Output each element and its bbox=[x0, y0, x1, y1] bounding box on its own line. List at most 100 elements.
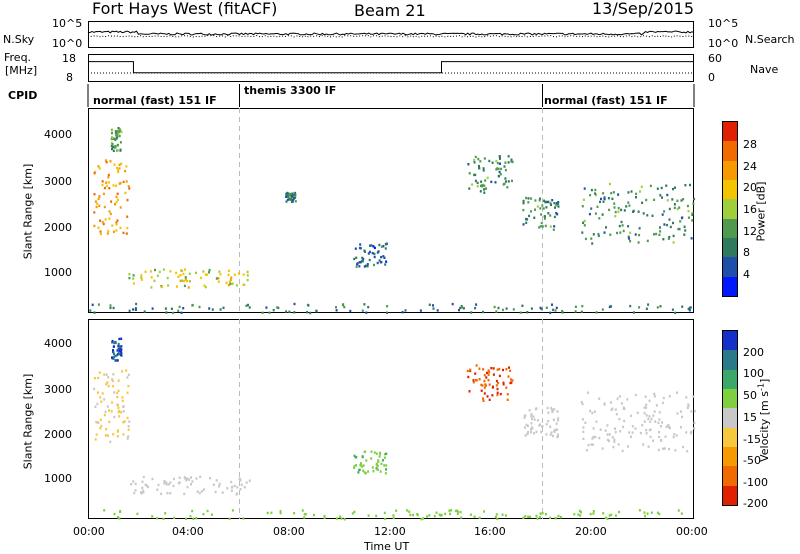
power-echo-cell bbox=[510, 158, 513, 161]
power-echo-cell bbox=[335, 309, 338, 312]
velocity-echo-cell bbox=[509, 378, 512, 381]
power-echo-cell bbox=[538, 226, 541, 229]
power-echo-cell bbox=[495, 310, 498, 313]
power-echo-cell bbox=[109, 304, 112, 307]
velocity-echo-cell bbox=[375, 467, 378, 470]
velocity-echo-cell bbox=[488, 371, 491, 374]
power-echo-cell bbox=[582, 198, 585, 201]
velocity-echo-cell bbox=[495, 513, 498, 516]
power-echo-cell bbox=[655, 232, 658, 236]
velocity-echo-cell bbox=[104, 434, 107, 437]
power-echo-cell bbox=[107, 229, 110, 233]
power-echo-cell bbox=[547, 212, 550, 215]
velocity-echo-cell bbox=[103, 373, 106, 376]
power-echo-cell bbox=[550, 203, 552, 206]
power-echo-cell bbox=[378, 259, 381, 262]
velocity-echo-cell bbox=[535, 514, 538, 518]
velocity-echo-cell bbox=[456, 512, 459, 515]
power-echo-cell bbox=[385, 260, 388, 263]
power-echo-cell bbox=[293, 193, 295, 196]
velocity-echo-cell bbox=[112, 350, 115, 354]
velocity-echo-cell bbox=[385, 464, 388, 467]
velocity-echo-cell bbox=[378, 455, 381, 458]
velocity-echo-cell bbox=[358, 468, 361, 472]
power-echo-cell bbox=[582, 221, 585, 224]
velocity-echo-cell bbox=[661, 401, 664, 405]
velocity-echo-cell bbox=[535, 430, 538, 433]
power-echo-cell bbox=[217, 277, 220, 280]
velocity-echo-cell bbox=[657, 421, 660, 425]
power-echo-cell bbox=[367, 305, 370, 309]
power-echo-cell bbox=[382, 245, 385, 248]
power-echo-cell bbox=[651, 214, 654, 217]
velocity-echo-cell bbox=[491, 386, 494, 389]
power-echo-cell bbox=[116, 130, 119, 133]
velocity-echo-cell bbox=[546, 406, 549, 410]
power-echo-cell bbox=[678, 227, 681, 231]
velocity-echo-cell bbox=[206, 509, 209, 513]
power-echo-cell bbox=[277, 306, 280, 310]
velocity-echo-cell bbox=[169, 492, 172, 495]
velocity-echo-cell bbox=[557, 417, 560, 420]
power-echo-cell bbox=[132, 308, 135, 311]
velocity-echo-cell bbox=[228, 517, 231, 521]
power-colorbar-swatch bbox=[723, 199, 737, 219]
velocity-echo-cell bbox=[416, 513, 419, 516]
velocity-echo-cell bbox=[116, 359, 119, 362]
power-echo-cell bbox=[638, 306, 641, 309]
velocity-echo-cell bbox=[589, 409, 592, 413]
power-echo-cell bbox=[177, 275, 180, 278]
velocity-echo-cell bbox=[266, 511, 269, 515]
power-echo-cell bbox=[653, 198, 656, 201]
power-echo-cell bbox=[383, 256, 386, 259]
power-echo-cell bbox=[536, 205, 539, 208]
velocity-echo-cell bbox=[617, 443, 620, 446]
velocity-echo-cell bbox=[195, 517, 198, 520]
power-echo-cell bbox=[601, 213, 604, 216]
power-echo-cell bbox=[671, 198, 674, 201]
velocity-echo-cell bbox=[469, 368, 472, 371]
power-echo-cell bbox=[530, 210, 532, 213]
power-echo-cell bbox=[474, 179, 477, 183]
velocity-echo-cell bbox=[592, 510, 595, 513]
power-echo-cell bbox=[628, 204, 631, 207]
velocity-echo-cell bbox=[498, 367, 501, 371]
velocity-echo-cell bbox=[549, 516, 552, 519]
velocity-echo-cell bbox=[106, 405, 109, 408]
velocity-echo-cell bbox=[586, 391, 589, 394]
velocity-echo-cell bbox=[383, 464, 386, 467]
xtick-08: 08:00 bbox=[273, 525, 305, 538]
power-echo-cell bbox=[659, 230, 662, 233]
velocity-echo-cell bbox=[495, 384, 498, 387]
power-echo-cell bbox=[126, 198, 129, 202]
power-echo-cell bbox=[358, 261, 361, 264]
noise-right-tick-bottom: 10^0 bbox=[708, 37, 739, 50]
velocity-echo-cell bbox=[551, 408, 554, 411]
power-echo-cell bbox=[493, 305, 496, 309]
power-echo-cell bbox=[620, 208, 623, 212]
velocity-echo-cell bbox=[420, 518, 423, 521]
velocity-echo-cell bbox=[507, 375, 510, 378]
velocity-echo-cell bbox=[623, 419, 626, 423]
station-title: Fort Hays West (fitACF) bbox=[92, 0, 278, 18]
power-echo-cell bbox=[245, 304, 248, 307]
velocity-echo-cell bbox=[370, 450, 373, 453]
velocity-echo-cell bbox=[120, 348, 123, 351]
power-echo-cell bbox=[510, 160, 513, 163]
power-echo-cell bbox=[672, 221, 674, 225]
power-echo-cell bbox=[484, 179, 487, 182]
velocity-echo-cell bbox=[95, 420, 98, 424]
power-echo-cell bbox=[355, 265, 358, 268]
velocity-echo-cell bbox=[610, 513, 613, 517]
power-echo-cell bbox=[191, 304, 194, 307]
power-echo-cell bbox=[349, 309, 352, 313]
power-echo-cell bbox=[647, 303, 650, 306]
power-echo-cell bbox=[625, 205, 628, 208]
velocity-echo-cell bbox=[598, 397, 601, 400]
power-echo-cell bbox=[668, 235, 671, 239]
power-echo-cell bbox=[229, 278, 232, 282]
velocity-echo-cell bbox=[360, 465, 363, 468]
power-echo-cell bbox=[386, 311, 388, 314]
velocity-echo-cell bbox=[126, 416, 129, 420]
power-echo-cell bbox=[93, 193, 96, 196]
